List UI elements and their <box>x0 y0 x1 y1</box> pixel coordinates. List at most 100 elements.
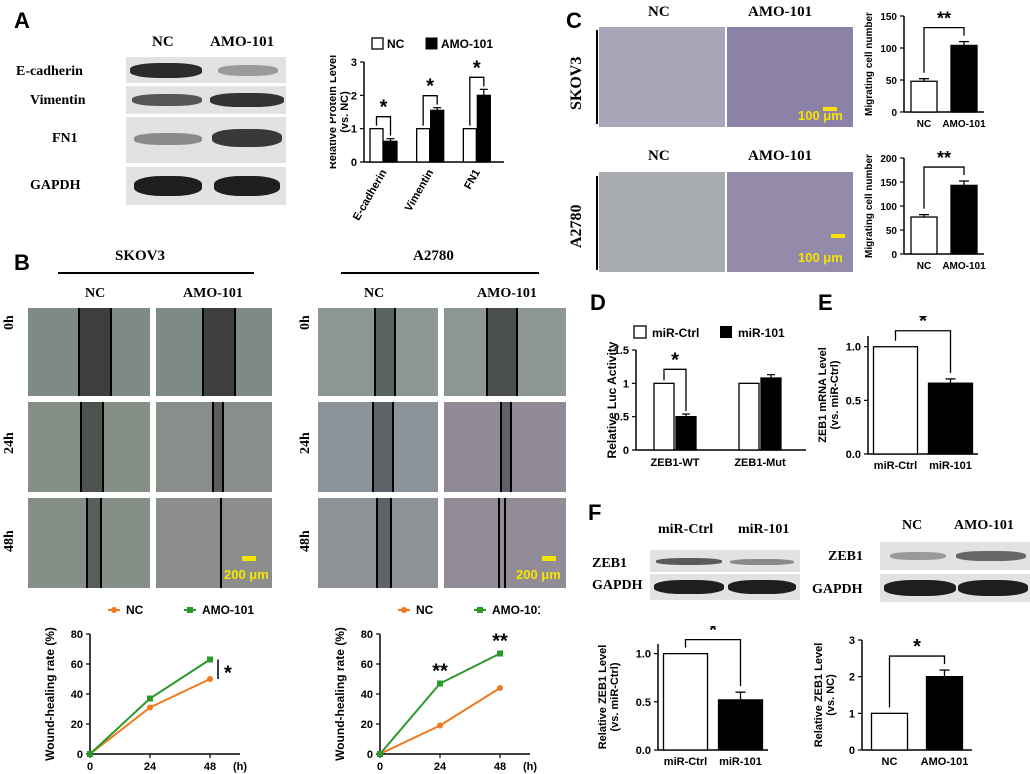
legend-marker-amo <box>477 607 483 613</box>
bar-zeb1-wt-ctrl <box>653 382 675 451</box>
y-tick-label: 40 <box>71 689 83 701</box>
b-skov3-amo-0h <box>156 308 272 396</box>
panel-letter-d: D <box>590 290 606 315</box>
b-a2780-nc-24h <box>318 402 438 492</box>
b-a2780-amo-48h <box>444 498 566 588</box>
b-right-time-24h: 24h <box>298 432 313 454</box>
series-line-nc <box>379 687 501 755</box>
x-tick-label: ZEB1-Mut <box>734 457 786 469</box>
b-a2780-col-amo: AMO-101 <box>477 286 537 301</box>
x-tick-label: AMO-101 <box>921 756 969 768</box>
b-a2780-nc-48h <box>318 498 438 588</box>
y-tick-label: 2 <box>849 672 855 684</box>
significance-star: ** <box>492 631 508 653</box>
y-tick-label: 1 <box>849 708 855 720</box>
significance-bracket <box>923 26 965 73</box>
c-skov3-bar <box>596 30 598 124</box>
bar-fn1-nc <box>462 128 477 163</box>
blot-a-row-ecadherin: E-cadherin <box>16 64 83 79</box>
b-left-time-24h: 24h <box>2 432 17 454</box>
y-axis-label: Migrating cell number <box>864 154 875 258</box>
x-tick-label: AMO-101 <box>942 119 986 130</box>
y-tick-label: 1 <box>623 378 629 390</box>
y-tick-label: 0 <box>351 157 357 169</box>
x-tick-label: AMO-101 <box>942 261 986 272</box>
y-axis-label: (vs. miR-Ctrl) <box>829 360 841 429</box>
data-point-nc <box>497 685 503 691</box>
b-skov3-amo-48h <box>156 498 272 588</box>
bar-vimentin-amo <box>430 109 445 163</box>
b-skov3-nc-48h <box>28 498 150 588</box>
f-blot1-col-ctrl: miR-Ctrl <box>658 522 714 537</box>
bar-e-cadherin-nc <box>369 128 384 163</box>
data-point-nc <box>437 722 443 729</box>
b-a2780-amo-24h <box>444 402 566 492</box>
x-tick-label: 0 <box>377 761 383 773</box>
blot-a-gapdh-strip <box>126 167 286 205</box>
legend-label-nc: NC <box>416 603 434 617</box>
panel-letter-a: A <box>14 8 30 33</box>
panel-letter-b: B <box>14 250 30 275</box>
c-top-col-nc: NC <box>648 4 670 20</box>
b-scalebar-right: 200 μm <box>516 567 561 582</box>
bar-zeb1-mut-ctrl <box>738 382 760 451</box>
x-tick-label: ZEB1-WT <box>651 457 700 469</box>
significance-bracket <box>684 638 742 687</box>
x-tick-label: FN1 <box>462 168 483 192</box>
x-tick-label: NC <box>917 261 931 272</box>
bar-zeb1-wt-mir101 <box>675 416 697 451</box>
y-axis-label: Migrating cell number <box>864 12 875 116</box>
bar-amo-101 <box>925 676 964 751</box>
y-tick-label: 100 <box>880 44 897 55</box>
chart-b-a2780: 0 20 40 60 80 Wound-healing rate (%) 0 24 48 (h) N… <box>333 603 540 773</box>
legend-label-ctrl: miR-Ctrl <box>652 326 699 340</box>
f-blot2-zeb1-strip <box>880 542 1030 570</box>
y-tick-label: 100 <box>880 202 897 213</box>
y-tick-label: 0.5 <box>846 395 861 407</box>
y-tick-label: 50 <box>886 76 898 87</box>
chart-c-skov3: 0 50 100 150 Migrating cell number NC AMO-101 *… <box>864 9 986 130</box>
f-blot2-gapdh-strip <box>880 574 1030 602</box>
y-tick-label: 0 <box>77 749 83 761</box>
b-a2780-col-nc: NC <box>364 286 385 301</box>
f-blot1-gapdh-strip <box>650 574 800 600</box>
bar-nc <box>870 712 909 751</box>
b-skov3-col-nc: NC <box>85 286 106 301</box>
bar-e-cadherin-amo <box>383 140 398 163</box>
chart-f2: 0 1 2 3 Relative ZEB1 Level (vs. NC) NC AMO-101… <box>813 635 972 768</box>
b-right-time-0h: 0h <box>298 315 313 330</box>
b-a2780-line <box>341 272 539 274</box>
x-tick-label: miR-101 <box>719 756 762 768</box>
bar-mir-101 <box>717 699 764 751</box>
chart-c-a2780: 0 50 100 150 200 Migrating cell number NC AMO-1… <box>864 148 986 272</box>
b-left-time-48h: 48h <box>2 530 17 552</box>
x-tick-label: 0 <box>87 761 93 773</box>
y-axis-label: Wound-healing rate (%) <box>333 627 347 761</box>
x-axis-label: (h) <box>233 761 247 773</box>
c-scalebar-top: 100 μm <box>798 108 843 123</box>
y-tick-label: 20 <box>71 719 83 731</box>
x-tick-label: NC <box>882 756 898 768</box>
y-tick-label: 1.5 <box>614 345 629 357</box>
blot-a-vimentin-strip <box>126 86 286 114</box>
data-point-amo <box>377 751 383 757</box>
f-blot2-row-zeb1: ZEB1 <box>828 549 864 564</box>
y-tick-label: 80 <box>71 629 83 641</box>
c-a2780-amo-image <box>727 172 853 272</box>
data-point-amo <box>497 650 503 657</box>
significance-star: ** <box>937 9 951 29</box>
y-axis-label: (vs. NC) <box>825 674 837 716</box>
chart-f1: 0.0 0.5 1.0 Relative ZEB1 Level (vs. miR-Ctr… <box>597 626 768 768</box>
data-point-nc <box>207 676 213 682</box>
significance-star: * <box>709 626 717 642</box>
legend-label-mir101: miR-101 <box>738 326 785 340</box>
b-skov3-title: SKOV3 <box>115 248 166 264</box>
x-axis-label: (h) <box>523 761 537 773</box>
legend-label-nc: NC <box>387 37 405 51</box>
blot-a-fn1-strip <box>126 117 286 163</box>
c-bottom-col-nc: NC <box>648 148 670 164</box>
significance-bracket <box>888 655 946 708</box>
significance-star: ** <box>432 661 448 683</box>
y-axis-label: Relative ZEB1 Level <box>813 643 825 748</box>
